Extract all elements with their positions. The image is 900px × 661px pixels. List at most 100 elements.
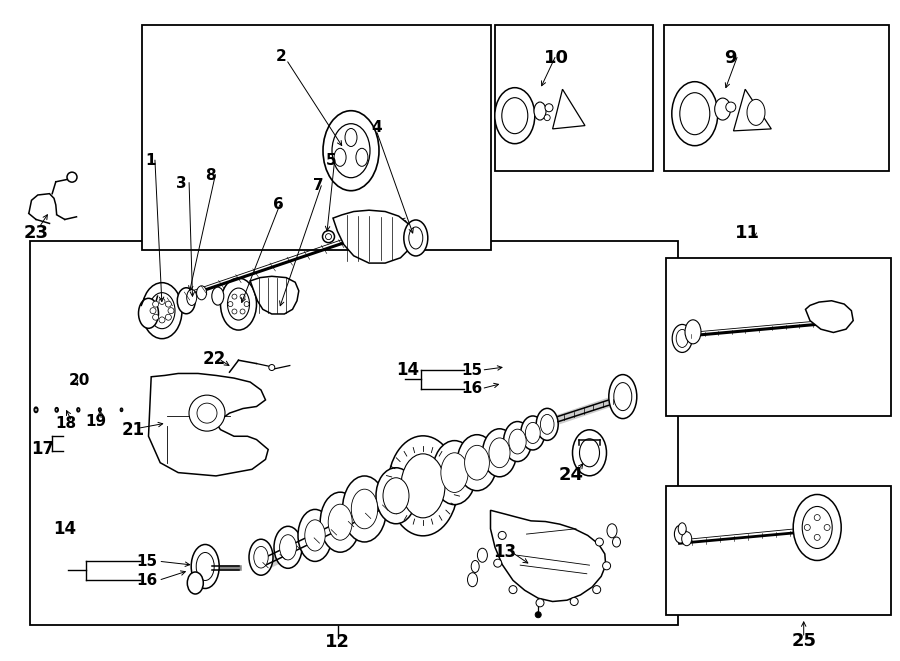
Text: 2: 2 (275, 49, 286, 63)
Ellipse shape (274, 526, 302, 568)
Ellipse shape (521, 416, 544, 450)
Bar (666, 258, 891, 416)
Ellipse shape (197, 403, 217, 423)
Text: 20: 20 (68, 373, 90, 387)
Text: 4: 4 (371, 120, 382, 135)
Circle shape (168, 307, 174, 314)
Ellipse shape (228, 288, 249, 320)
Ellipse shape (356, 148, 368, 167)
Ellipse shape (121, 408, 122, 411)
Circle shape (805, 524, 810, 531)
Ellipse shape (343, 476, 386, 542)
Ellipse shape (747, 99, 765, 126)
Ellipse shape (607, 524, 617, 538)
Ellipse shape (196, 553, 214, 580)
Ellipse shape (142, 283, 182, 338)
Text: 15: 15 (136, 554, 158, 568)
Ellipse shape (404, 220, 428, 256)
Circle shape (593, 586, 600, 594)
Ellipse shape (401, 454, 445, 518)
Circle shape (725, 102, 736, 112)
Ellipse shape (249, 539, 273, 575)
Ellipse shape (441, 453, 468, 492)
Ellipse shape (526, 422, 540, 444)
Polygon shape (806, 301, 853, 332)
Polygon shape (250, 276, 299, 314)
Polygon shape (148, 373, 268, 476)
Ellipse shape (345, 128, 357, 147)
Circle shape (153, 301, 158, 307)
Text: 6: 6 (273, 198, 284, 212)
Circle shape (499, 531, 506, 539)
Ellipse shape (139, 298, 158, 329)
Ellipse shape (323, 110, 379, 191)
Ellipse shape (477, 548, 488, 563)
Text: 16: 16 (461, 381, 482, 396)
Circle shape (536, 611, 541, 618)
Ellipse shape (328, 504, 352, 540)
Text: 8: 8 (205, 168, 216, 182)
Text: 24: 24 (559, 465, 584, 484)
Circle shape (603, 562, 610, 570)
Ellipse shape (613, 537, 620, 547)
Circle shape (814, 534, 820, 541)
Polygon shape (29, 194, 57, 215)
Circle shape (159, 298, 165, 305)
Text: 3: 3 (176, 176, 187, 190)
Ellipse shape (489, 438, 510, 468)
Ellipse shape (674, 525, 687, 543)
Text: 15: 15 (461, 363, 482, 377)
Ellipse shape (196, 286, 207, 300)
Text: 22: 22 (202, 350, 226, 368)
Ellipse shape (191, 545, 220, 588)
Ellipse shape (334, 148, 346, 167)
Ellipse shape (534, 102, 546, 120)
Ellipse shape (495, 88, 535, 143)
Ellipse shape (467, 572, 478, 587)
Ellipse shape (99, 408, 101, 411)
Ellipse shape (802, 506, 832, 549)
Ellipse shape (472, 561, 479, 572)
Circle shape (322, 231, 335, 243)
Circle shape (824, 524, 830, 531)
Circle shape (509, 586, 517, 594)
Bar (666, 486, 891, 615)
Ellipse shape (332, 124, 370, 178)
Polygon shape (491, 510, 606, 602)
Ellipse shape (55, 408, 58, 412)
Circle shape (232, 309, 237, 314)
Circle shape (494, 559, 501, 567)
Ellipse shape (56, 408, 58, 411)
Ellipse shape (220, 278, 256, 330)
Ellipse shape (608, 375, 637, 418)
Polygon shape (333, 210, 414, 263)
Text: 14: 14 (53, 520, 76, 538)
Bar (664, 25, 889, 171)
Ellipse shape (680, 93, 710, 135)
Ellipse shape (676, 329, 688, 348)
Circle shape (326, 233, 331, 240)
Circle shape (596, 538, 603, 546)
Circle shape (153, 314, 158, 320)
Text: 21: 21 (122, 420, 145, 439)
Ellipse shape (388, 436, 458, 536)
Text: 13: 13 (493, 543, 517, 561)
Ellipse shape (433, 441, 476, 504)
Text: 7: 7 (313, 178, 324, 192)
Bar (495, 25, 652, 171)
Ellipse shape (305, 520, 325, 551)
Polygon shape (734, 89, 771, 131)
Ellipse shape (482, 429, 517, 477)
Ellipse shape (685, 320, 701, 344)
Circle shape (244, 301, 249, 307)
Ellipse shape (351, 489, 378, 529)
Circle shape (536, 599, 544, 607)
Ellipse shape (34, 407, 38, 412)
Ellipse shape (679, 523, 686, 535)
Ellipse shape (298, 510, 332, 561)
Text: 25: 25 (791, 632, 816, 650)
Text: 19: 19 (86, 414, 107, 429)
Circle shape (166, 301, 171, 307)
Ellipse shape (177, 288, 195, 314)
Bar (30, 241, 678, 625)
